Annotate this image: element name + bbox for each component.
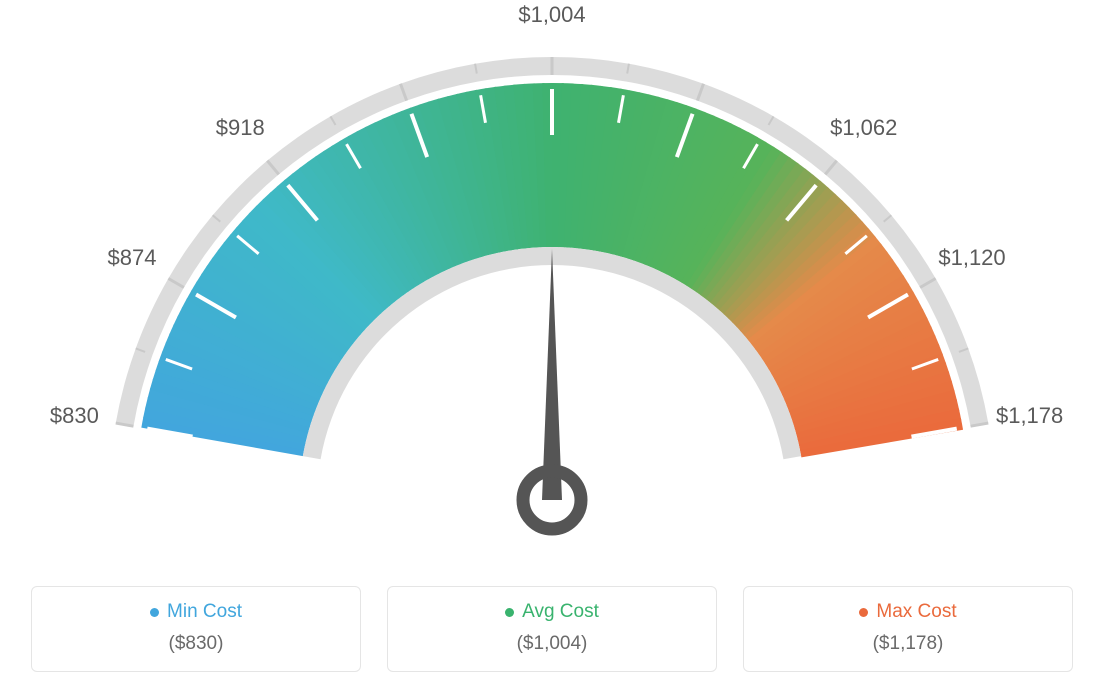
legend-row: Min Cost ($830) Avg Cost ($1,004) Max Co… (0, 586, 1104, 672)
legend-title: Max Cost (744, 601, 1072, 623)
legend-title: Min Cost (32, 601, 360, 623)
legend-dot-icon (150, 608, 159, 617)
legend-card: Avg Cost ($1,004) (387, 586, 717, 672)
gauge-tick-label: $918 (216, 115, 265, 141)
legend-dot-icon (505, 608, 514, 617)
legend-card: Max Cost ($1,178) (743, 586, 1073, 672)
legend-dot-icon (859, 608, 868, 617)
gauge-tick-label: $874 (107, 245, 156, 271)
legend-value: ($1,178) (744, 633, 1072, 655)
gauge-chart: $830 $874 $918 $1,004 $1,062 $1,120 $1,178 (0, 0, 1104, 560)
legend-label: Min Cost (167, 601, 242, 623)
gauge-svg (0, 0, 1104, 560)
legend-card: Min Cost ($830) (31, 586, 361, 672)
legend-label: Max Cost (876, 601, 956, 623)
gauge-needle (523, 249, 581, 529)
gauge-tick-label: $830 (50, 403, 99, 429)
legend-value: ($830) (32, 633, 360, 655)
gauge-tick-label: $1,178 (996, 403, 1063, 429)
gauge-tick-label: $1,062 (830, 115, 897, 141)
legend-value: ($1,004) (388, 633, 716, 655)
gauge-tick-label: $1,120 (938, 245, 1005, 271)
legend-title: Avg Cost (388, 601, 716, 623)
legend-label: Avg Cost (522, 601, 599, 623)
gauge-tick-label: $1,004 (518, 2, 585, 28)
